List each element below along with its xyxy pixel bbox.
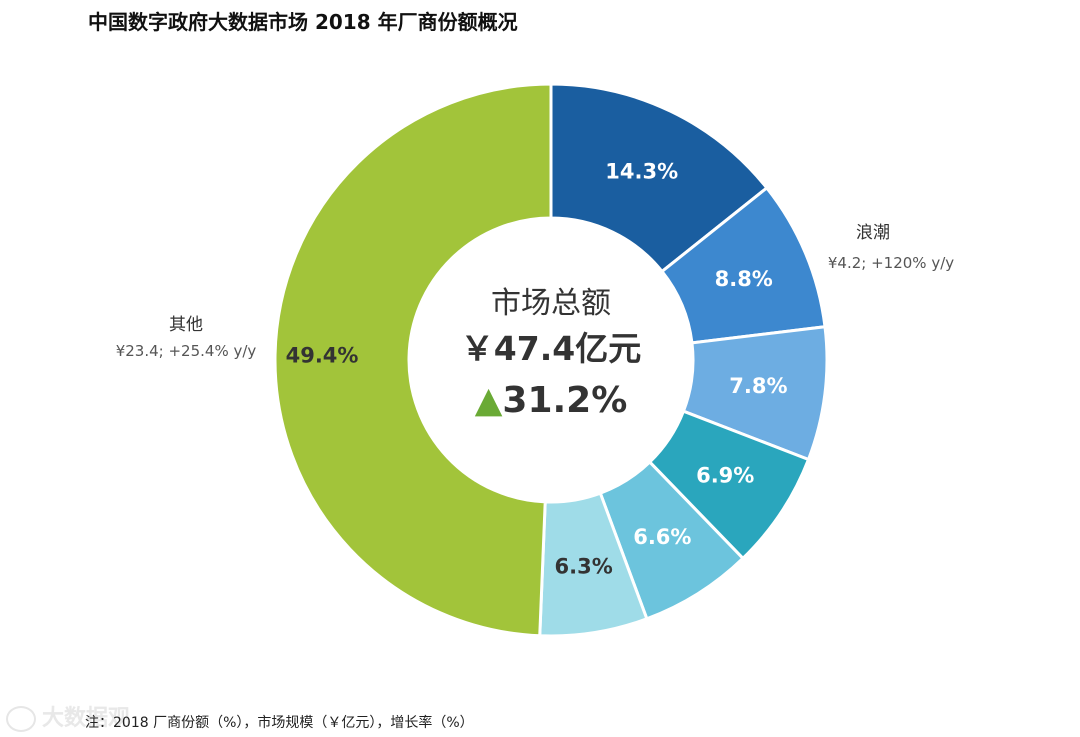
center-title: 市场总额 [491, 286, 611, 321]
donut-hole [409, 218, 693, 502]
outside-label-langchao-name: 浪潮 [856, 223, 890, 243]
growth-value: 31.2% [502, 380, 627, 421]
watermark-logo-icon [6, 706, 36, 732]
chart-title: 中国数字政府大数据市场 2018 年厂商份额概况 [88, 10, 518, 34]
donut-slices [273, 82, 829, 638]
outside-labels: 浪潮 ¥4.2; +120% y/y 其他 ¥23.4; +25.4% y/y [116, 223, 955, 360]
slice-label-6: 49.4% [286, 343, 359, 367]
slice-label-4: 6.6% [633, 525, 691, 549]
slice-label-3: 6.9% [696, 463, 754, 487]
slice-labels: 14.3% 8.8% 7.8% 6.9% 6.6% 6.3% 49.4% [286, 160, 788, 579]
slice-label-2: 7.8% [729, 374, 787, 398]
watermark-text: 大数据观 [42, 706, 131, 731]
slice-label-1: 8.8% [715, 267, 773, 291]
outside-label-langchao-detail: ¥4.2; +120% y/y [828, 254, 954, 272]
slice-label-5: 6.3% [555, 554, 613, 578]
growth-up-arrow-icon: ▲ [475, 380, 503, 421]
center-growth: ▲31.2% [475, 380, 628, 421]
outside-label-other-detail: ¥23.4; +25.4% y/y [116, 342, 257, 360]
outside-label-other-name: 其他 [169, 315, 203, 335]
center-total: ￥47.4亿元 [461, 329, 641, 368]
slice-label-0: 14.3% [605, 160, 678, 184]
watermark: 大数据观 [6, 700, 130, 732]
footnote: 注：2018 厂商份额（%），市场规模（￥亿元），增长率（%） [85, 715, 474, 731]
donut-center: 市场总额 ￥47.4亿元 ▲31.2% [461, 286, 641, 421]
